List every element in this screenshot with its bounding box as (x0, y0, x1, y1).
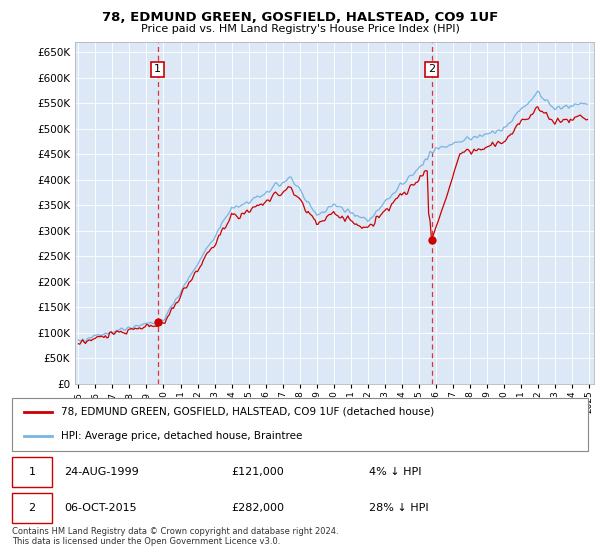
Text: 28% ↓ HPI: 28% ↓ HPI (369, 503, 429, 513)
Text: £121,000: £121,000 (231, 466, 284, 477)
Text: HPI: Average price, detached house, Braintree: HPI: Average price, detached house, Brai… (61, 431, 302, 441)
Text: 1: 1 (29, 466, 35, 477)
Text: 78, EDMUND GREEN, GOSFIELD, HALSTEAD, CO9 1UF (detached house): 78, EDMUND GREEN, GOSFIELD, HALSTEAD, CO… (61, 407, 434, 417)
Text: 2: 2 (29, 503, 36, 513)
Text: 06-OCT-2015: 06-OCT-2015 (64, 503, 136, 513)
Text: 4% ↓ HPI: 4% ↓ HPI (369, 466, 422, 477)
Text: Contains HM Land Registry data © Crown copyright and database right 2024.
This d: Contains HM Land Registry data © Crown c… (12, 526, 338, 546)
FancyBboxPatch shape (12, 493, 52, 523)
Text: 2: 2 (428, 64, 435, 74)
Text: £282,000: £282,000 (231, 503, 284, 513)
Text: 78, EDMUND GREEN, GOSFIELD, HALSTEAD, CO9 1UF: 78, EDMUND GREEN, GOSFIELD, HALSTEAD, CO… (102, 11, 498, 24)
Text: 24-AUG-1999: 24-AUG-1999 (64, 466, 139, 477)
Text: 1: 1 (154, 64, 161, 74)
Text: Price paid vs. HM Land Registry's House Price Index (HPI): Price paid vs. HM Land Registry's House … (140, 24, 460, 34)
FancyBboxPatch shape (12, 456, 52, 487)
